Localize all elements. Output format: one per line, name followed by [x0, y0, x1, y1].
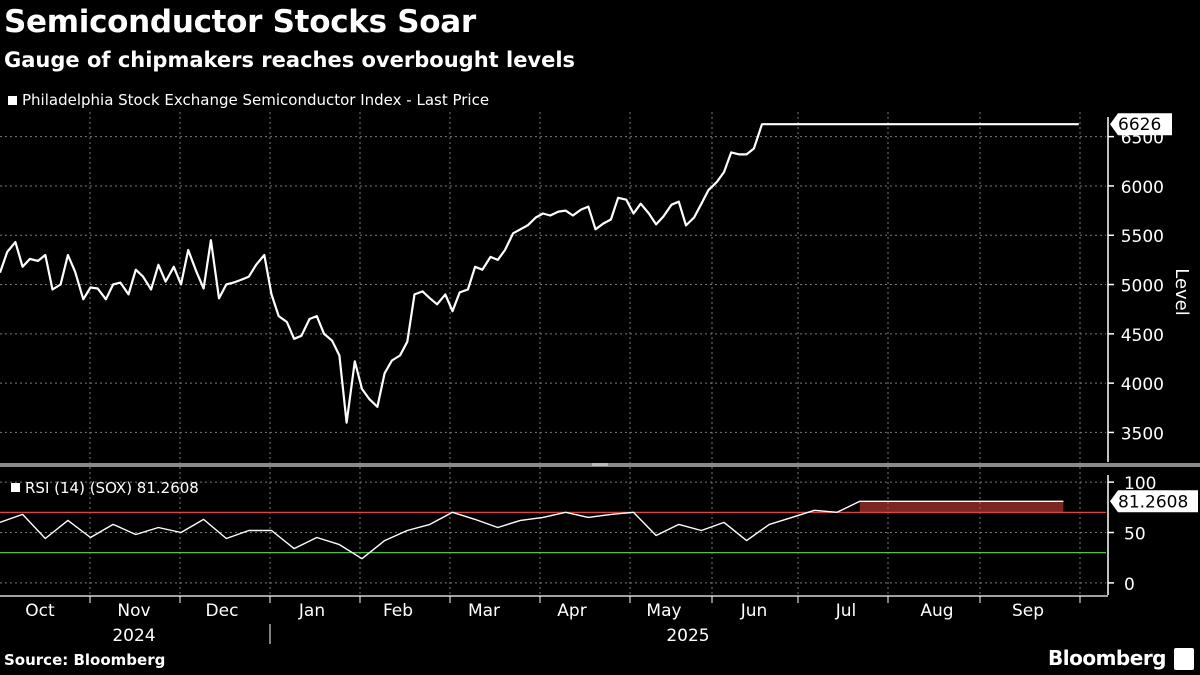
rsi-tick-label: 50 [1124, 525, 1146, 545]
legend-swatch [8, 95, 17, 105]
panel-divider[interactable] [0, 463, 1200, 467]
price-tick-label: 6000 [1121, 178, 1164, 198]
rsi-fills [859, 501, 1064, 513]
price-legend-label: Philadelphia Stock Exchange Semiconducto… [22, 91, 490, 109]
year-label-2025: 2025 [666, 626, 709, 646]
rsi-legend-swatch [11, 483, 20, 492]
x-tick-label: Sep [1012, 601, 1044, 621]
rsi-tick-label: 100 [1124, 474, 1156, 494]
chart-title: Semiconductor Stocks Soar [4, 4, 476, 40]
price-tick-label: 5000 [1121, 277, 1164, 297]
x-tick-label: Nov [117, 601, 150, 621]
price-axis-title: Level [1171, 268, 1192, 316]
rsi-callout-box [1110, 490, 1198, 513]
rsi-y-axis: 0 50 100 [1107, 474, 1156, 595]
x-tick-label: Dec [206, 601, 239, 621]
x-axis: Oct Nov Dec Jan Feb Mar Apr May Jun Jul Aug Sep 2024… [0, 595, 1108, 646]
chart-subtitle: Gauge of chipmakers reaches overbought l… [4, 48, 576, 72]
x-tick-label: Apr [557, 601, 586, 621]
rsi-callout-value: 81.2608 [1118, 492, 1188, 512]
grid-lines [0, 112, 1106, 595]
price-series-line [0, 123, 1079, 424]
x-tick-label: Oct [25, 601, 55, 621]
price-legend: Philadelphia Stock Exchange Semiconducto… [8, 90, 489, 110]
source-note: Source: Bloomberg [4, 651, 166, 669]
brand-logo: Bloomberg [1048, 646, 1166, 670]
x-tick-label: May [646, 601, 681, 621]
panel-divider-handle [592, 463, 608, 466]
price-last-callout: 6626 [1110, 113, 1172, 136]
bloomberg-icon [1174, 648, 1194, 670]
x-tick-label: Mar [468, 601, 500, 621]
price-tick-label: 3500 [1121, 424, 1164, 444]
x-tick-label: Jun [740, 601, 768, 621]
x-tick-label: Jul [835, 601, 857, 621]
overbought-shade [859, 501, 1064, 513]
price-tick-label: 4000 [1121, 375, 1164, 395]
x-tick-label: Aug [920, 601, 953, 621]
rsi-legend-label: RSI (14) (SOX) 81.2608 [25, 479, 199, 497]
x-tick-label: Jan [298, 601, 325, 621]
rsi-tick-label: 0 [1124, 575, 1135, 595]
rsi-legend: RSI (14) (SOX) 81.2608 [11, 479, 199, 497]
value-callouts: 6626 81.2608 [1110, 113, 1198, 513]
price-callout-box [1110, 113, 1172, 136]
rsi-last-callout: 81.2608 [1110, 490, 1198, 513]
price-callout-value: 6626 [1118, 115, 1161, 135]
price-tick-label: 4500 [1121, 326, 1164, 346]
year-label-2024: 2024 [112, 626, 155, 646]
x-tick-label: Feb [383, 601, 413, 621]
price-tick-label: 5500 [1121, 227, 1164, 247]
rsi-series-line [0, 500, 1064, 560]
